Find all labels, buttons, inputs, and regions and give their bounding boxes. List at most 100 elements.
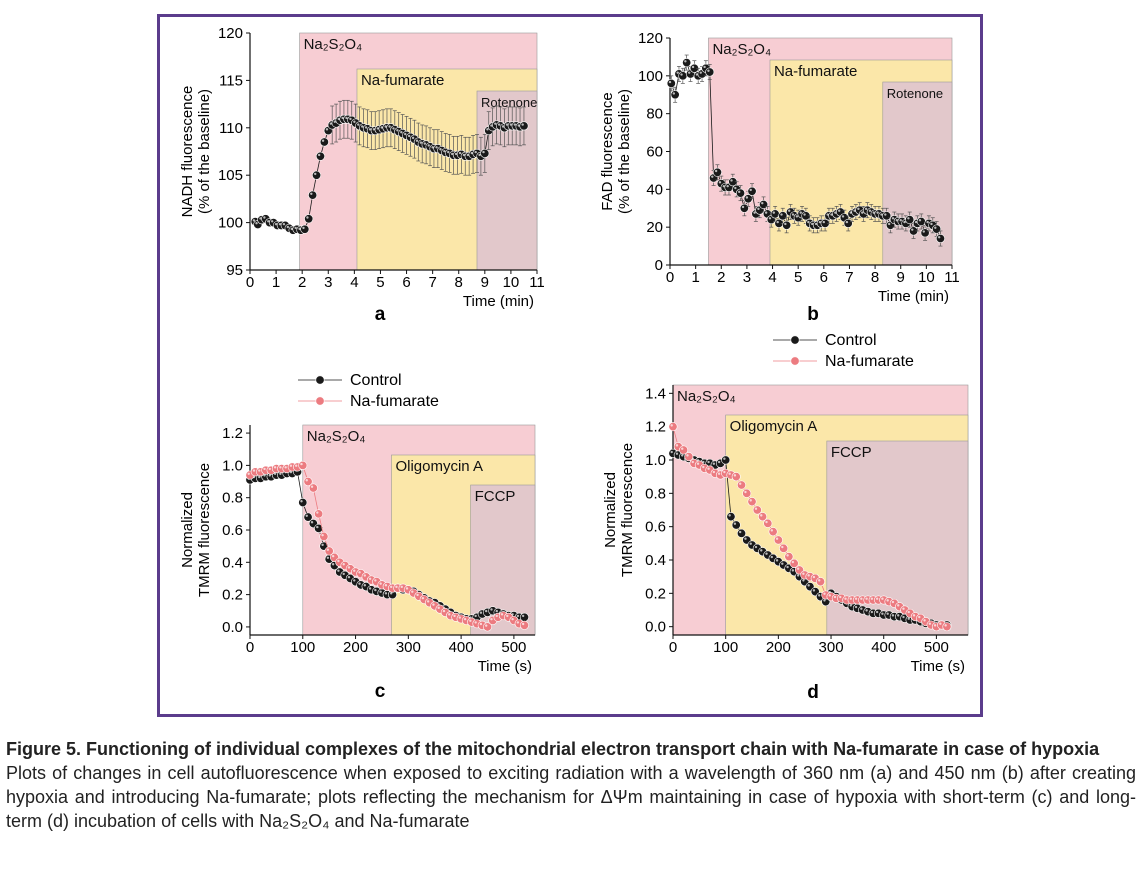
data-point-shine-d-1 (728, 472, 731, 475)
x-tick-label-a: 3 (324, 274, 332, 291)
data-point-b-0 (770, 209, 780, 219)
data-point-a-0 (319, 137, 329, 147)
data-point-shine-a-0 (259, 217, 262, 220)
data-point-shine-a-0 (337, 117, 340, 121)
data-point-shine-c-1 (347, 566, 351, 569)
data-point-shine-a-0 (380, 126, 383, 129)
data-point-shine-a-0 (490, 124, 493, 127)
data-point-shine-d-1 (923, 619, 926, 622)
data-point-shine-c-0 (474, 614, 477, 618)
x-tick-label-a: 0 (246, 274, 254, 291)
x-tick-label-c: 300 (396, 639, 421, 656)
data-point-shine-a-0 (341, 116, 344, 120)
data-point-shine-a-0 (451, 152, 454, 156)
data-point-shine-c-1 (252, 469, 256, 472)
data-point-shine-c-1 (458, 616, 462, 619)
data-point-shine-a-0 (447, 150, 450, 154)
data-point-shine-a-0 (314, 172, 317, 176)
data-point-shine-a-0 (419, 141, 423, 144)
panel-a: Na₂S₂O₄ Na-fumarate Rotenone 0 1 2 3 4 5 6 7 8 9 10 11… (160, 20, 550, 330)
data-point-shine-b-0 (691, 65, 695, 69)
data-point-shine-c-1 (384, 584, 388, 587)
x-tick-label-a: 8 (455, 274, 463, 291)
data-point-shine-b-0 (861, 211, 864, 214)
x-axis-title-c: Time (s) (478, 658, 532, 675)
data-point-shine-c-1 (258, 469, 261, 472)
y-tick-label-d: 1.2 (645, 419, 666, 436)
data-point-shine-d-0 (875, 610, 879, 614)
data-point-shine-d-1 (717, 472, 721, 475)
y-tick-label-d: 0.4 (645, 552, 666, 569)
data-point-shine-d-0 (675, 452, 679, 455)
data-point-shine-b-0 (837, 209, 841, 212)
y-axis-title-c-line1: Normalized (179, 492, 196, 568)
data-point-shine-c-1 (273, 466, 277, 469)
data-point-b-0 (712, 167, 722, 177)
y-tick-label-b: 120 (638, 30, 663, 47)
data-point-shine-c-0 (495, 609, 498, 613)
panel-b: Na₂S₂O₄ Na-fumarate Rotenone 0 1 2 3 4 5 6 7 8 9 10 11… (575, 20, 980, 375)
caption-title: Figure 5. Functioning of individual comp… (6, 739, 1100, 759)
data-point-shine-c-0 (342, 572, 345, 576)
treatment-label-c-2: FCCP (475, 488, 516, 505)
data-point-d-1 (668, 422, 678, 432)
caption-body-text: Plots of changes in cell autofluorescenc… (6, 763, 1136, 831)
data-point-shine-d-0 (781, 562, 784, 565)
data-point-shine-b-0 (864, 207, 868, 211)
data-point-b-0 (932, 224, 942, 234)
data-point-shine-d-0 (907, 617, 910, 620)
data-point-shine-c-1 (263, 467, 266, 471)
x-tick-label-b: 8 (871, 269, 879, 286)
data-point-shine-c-1 (516, 621, 520, 624)
data-point-shine-d-1 (891, 600, 895, 604)
data-point-shine-a-0 (388, 125, 391, 128)
x-tick-label-d: 200 (766, 639, 791, 656)
data-point-shine-d-1 (886, 599, 889, 602)
data-point-shine-a-0 (325, 128, 329, 131)
data-point-shine-a-0 (517, 124, 520, 127)
data-point-shine-d-1 (839, 595, 842, 599)
x-tick-label-c: 100 (290, 639, 315, 656)
data-point-shine-a-0 (321, 139, 325, 142)
x-axis-title-d: Time (s) (911, 658, 965, 675)
x-tick-label-a: 2 (298, 274, 306, 291)
data-point-shine-d-1 (912, 614, 916, 617)
data-point-shine-a-0 (404, 132, 407, 136)
x-tick-label-b: 4 (768, 269, 776, 286)
data-point-shine-c-1 (247, 472, 250, 475)
data-point-shine-d-1 (786, 554, 789, 557)
y-tick-label-c: 0.0 (222, 619, 243, 636)
data-point-shine-a-0 (466, 153, 470, 157)
data-point-shine-a-0 (282, 222, 286, 226)
y-tick-label-a: 95 (226, 262, 243, 279)
data-point-shine-d-1 (844, 597, 847, 600)
data-point-shine-d-1 (744, 490, 747, 494)
legend-marker-c-control (315, 375, 325, 385)
y-tick-label-c: 0.6 (222, 522, 243, 539)
data-point-shine-b-0 (684, 60, 687, 63)
panel-letter-b: b (807, 304, 819, 325)
data-point-shine-b-0 (853, 209, 856, 212)
data-point-shine-c-1 (321, 533, 324, 537)
data-point-shine-b-0 (841, 215, 845, 218)
data-point-shine-d-0 (791, 569, 795, 572)
data-point-shine-c-1 (490, 617, 493, 621)
data-point-shine-a-0 (345, 116, 348, 120)
data-point-shine-d-0 (870, 610, 874, 614)
data-point-shine-b-0 (872, 211, 875, 214)
y-tick-label-d: 0.0 (645, 619, 666, 636)
data-point-shine-c-1 (437, 606, 440, 610)
data-point-a-0 (519, 121, 529, 131)
data-point-shine-d-1 (928, 622, 932, 625)
data-point-shine-c-1 (448, 613, 451, 616)
data-point-a-0 (480, 148, 490, 158)
data-point-shine-c-1 (416, 593, 419, 597)
data-point-shine-c-0 (485, 609, 488, 613)
data-point-shine-c-1 (453, 614, 456, 618)
treatment-label-b-1: Na-fumarate (774, 63, 857, 80)
data-point-shine-c-0 (305, 514, 308, 517)
caption-body-end: and Na-fumarate (329, 811, 470, 831)
data-point-shine-d-1 (933, 624, 937, 627)
y-tick-label-c: 0.2 (222, 587, 243, 604)
